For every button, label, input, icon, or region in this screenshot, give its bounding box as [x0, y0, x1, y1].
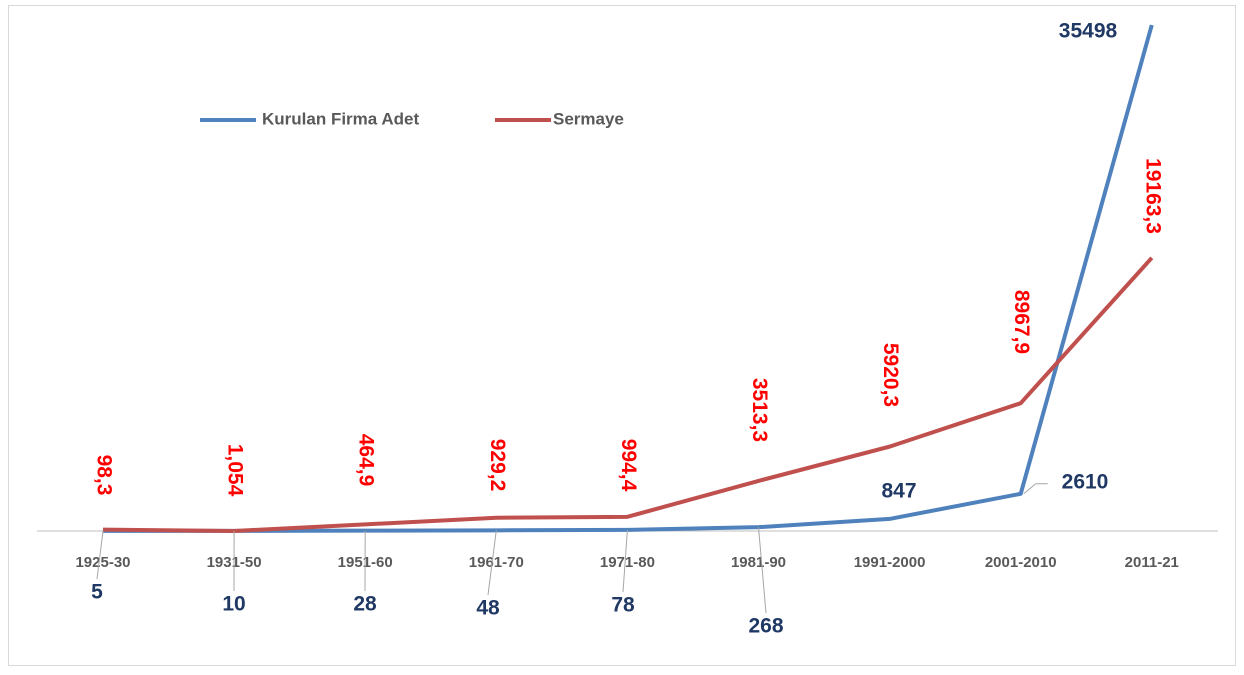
legend-label: Sermaye	[553, 109, 624, 128]
leader-line	[487, 530, 497, 596]
data-label: 994,4	[617, 439, 640, 492]
data-label: 5	[91, 581, 103, 604]
x-tick-label: 1971-80	[600, 554, 655, 571]
leader-line	[758, 527, 767, 614]
data-label: 2610	[1062, 471, 1109, 494]
leader-line	[1023, 483, 1048, 495]
chart-border	[8, 5, 1236, 666]
x-tick-label: 1961-70	[469, 554, 524, 571]
data-label: 5920,3	[879, 343, 902, 407]
x-tick-label: 2001-2010	[985, 554, 1057, 571]
data-label: 847	[881, 480, 916, 503]
leader-line	[622, 529, 628, 593]
data-label: 78	[611, 594, 635, 617]
x-tick-label: 1981-90	[731, 554, 786, 571]
data-label: 35498	[1059, 20, 1118, 43]
data-label: 3513,3	[748, 378, 771, 442]
line	[102, 256, 1154, 533]
x-tick-label: 1991-2000	[854, 554, 926, 571]
x-tick-label: 1925-30	[75, 554, 130, 571]
data-label: 19163,3	[1141, 158, 1164, 234]
data-label: 1,054	[224, 444, 247, 497]
data-label: 28	[353, 593, 377, 616]
legend-label: Kurulan Firma Adet	[262, 109, 419, 128]
leader-line	[96, 530, 104, 580]
data-label: 48	[476, 597, 500, 620]
x-tick-label: 2011-21	[1125, 554, 1179, 571]
data-label: 8967,9	[1010, 290, 1033, 354]
data-label: 268	[748, 615, 783, 638]
data-label: 98,3	[92, 455, 115, 496]
data-label: 929,2	[486, 439, 509, 492]
data-label: 10	[222, 593, 245, 616]
data-label: 464,9	[355, 434, 378, 487]
